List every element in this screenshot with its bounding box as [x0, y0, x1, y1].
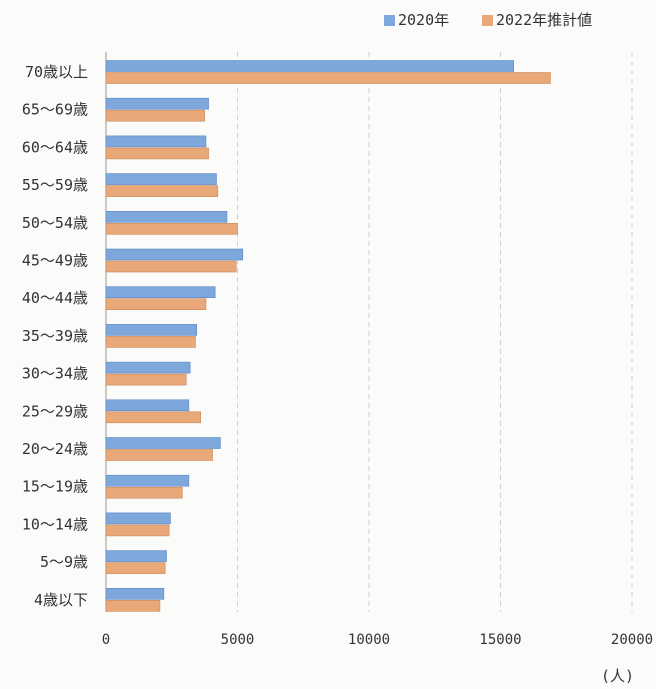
bar-2022-14	[105, 599, 161, 612]
bar-2020-14	[105, 587, 165, 600]
x-tick-label: 15000	[479, 632, 521, 648]
legend-label: 2020年	[398, 11, 449, 29]
bar-2020-1	[105, 97, 209, 110]
category-label: 65〜69歳	[22, 101, 88, 119]
bar-2020-10	[105, 437, 221, 449]
category-label: 35〜39歳	[22, 327, 88, 345]
x-tick-label: 0	[102, 632, 110, 648]
bar-2020-5	[105, 248, 244, 261]
bar-2022-11	[105, 486, 183, 499]
x-tick-label: 10000	[348, 632, 390, 648]
bar-2022-5	[105, 260, 237, 273]
bar-2022-8	[105, 373, 187, 386]
bar-2022-9	[105, 411, 201, 424]
bar-2020-13	[105, 550, 167, 562]
bar-2022-10	[105, 449, 213, 461]
category-labels: 70歳以上 65〜69歳 60〜64歳 55〜59歳 50〜54歳 45〜49歳 40〜44…	[22, 63, 88, 609]
bar-2022-3	[105, 185, 219, 197]
category-label: 55〜59歳	[22, 176, 88, 194]
bar-2020-4	[105, 211, 228, 223]
category-label: 40〜44歳	[22, 289, 88, 307]
legend: 2020年 2022年推計値	[384, 11, 592, 29]
bar-2020-6	[105, 286, 216, 299]
bar-2022-13	[105, 562, 166, 574]
legend-swatch	[384, 15, 395, 26]
category-label: 20〜24歳	[22, 440, 88, 458]
legend-swatch	[482, 15, 493, 26]
category-label: 4歳以下	[34, 591, 88, 609]
bar-2022-6	[105, 298, 207, 311]
unit-label: (人)	[601, 667, 634, 685]
bar-2020-9	[105, 399, 190, 412]
bar-2020-3	[105, 173, 217, 185]
x-tick-label: 5000	[221, 632, 255, 648]
category-label: 5〜9歳	[40, 553, 88, 571]
bars	[105, 60, 551, 612]
x-tick-labels: 0 5000 10000 15000 20000	[102, 632, 653, 648]
bar-2020-12	[105, 512, 171, 525]
category-label: 45〜49歳	[22, 252, 88, 270]
category-label: 70歳以上	[25, 63, 88, 81]
category-label: 15〜19歳	[22, 478, 88, 496]
legend-label: 2022年推計値	[496, 11, 592, 29]
bar-2022-1	[105, 109, 205, 122]
bar-2022-0	[105, 72, 551, 84]
grid-lines	[237, 52, 633, 612]
category-label: 30〜34歳	[22, 365, 88, 383]
bar-2022-12	[105, 524, 170, 537]
category-label: 25〜29歳	[22, 402, 88, 420]
bar-2020-7	[105, 324, 198, 336]
x-tick-label: 20000	[611, 632, 653, 648]
bar-2020-2	[105, 135, 207, 148]
bar-2020-8	[105, 361, 191, 374]
bar-2020-0	[105, 60, 514, 72]
bar-2022-2	[105, 147, 209, 160]
category-label: 10〜14歳	[22, 515, 88, 533]
bar-2022-7	[105, 336, 196, 348]
bar-2020-11	[105, 474, 190, 487]
category-label: 50〜54歳	[22, 214, 88, 232]
category-label: 60〜64歳	[22, 138, 88, 156]
bar-2022-4	[105, 223, 238, 235]
